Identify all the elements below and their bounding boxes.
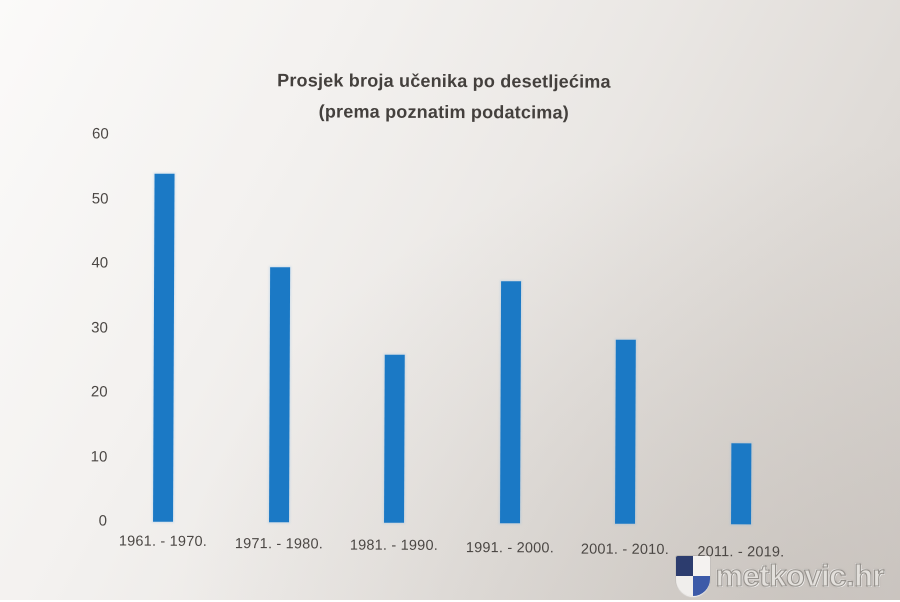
x-category-label: 1971. - 1980. (234, 535, 324, 553)
x-category-label: 1981. - 1990. (349, 537, 438, 555)
bar-series (1, 0, 900, 525)
y-tick-label: 40 (91, 254, 109, 272)
chart-title: Prosjek broja učenika po desetljećima (p… (1, 64, 887, 130)
chart-title-line2: (prema poznatim podatcima) (318, 101, 569, 123)
shield-quadrant (693, 556, 711, 576)
y-tick-label: 0 (98, 512, 108, 530)
bar (269, 267, 291, 523)
shield-quadrant (693, 576, 711, 596)
watermark-text: metkovic.hr (715, 557, 885, 593)
chart-title-line1: Prosjek broja učenika po desetljećima (277, 70, 611, 92)
checkered-shield-icon (676, 556, 711, 596)
x-category-label: 1991. - 2000. (465, 539, 554, 557)
watermark: metkovic.hr (676, 556, 885, 596)
bar (615, 339, 636, 524)
bar (731, 443, 752, 525)
shield-quadrant (676, 576, 694, 596)
x-axis: 1961. - 1970. 1971. - 1980. 1981. - 1990. 1… (1, 0, 900, 561)
bar (384, 354, 405, 523)
bar (500, 281, 522, 524)
y-tick-label: 30 (91, 318, 108, 337)
x-category-label: 1961. - 1970. (118, 533, 208, 550)
y-tick-label: 60 (91, 125, 109, 143)
y-tick-label: 20 (90, 383, 108, 401)
y-tick-label: 50 (91, 189, 109, 208)
bar (153, 173, 175, 522)
x-category-label: 2001. - 2010. (580, 541, 669, 559)
y-tick-label: 10 (90, 447, 108, 466)
y-axis: 0 10 20 30 40 50 60 (1, 0, 900, 529)
shield-quadrant (676, 556, 694, 576)
